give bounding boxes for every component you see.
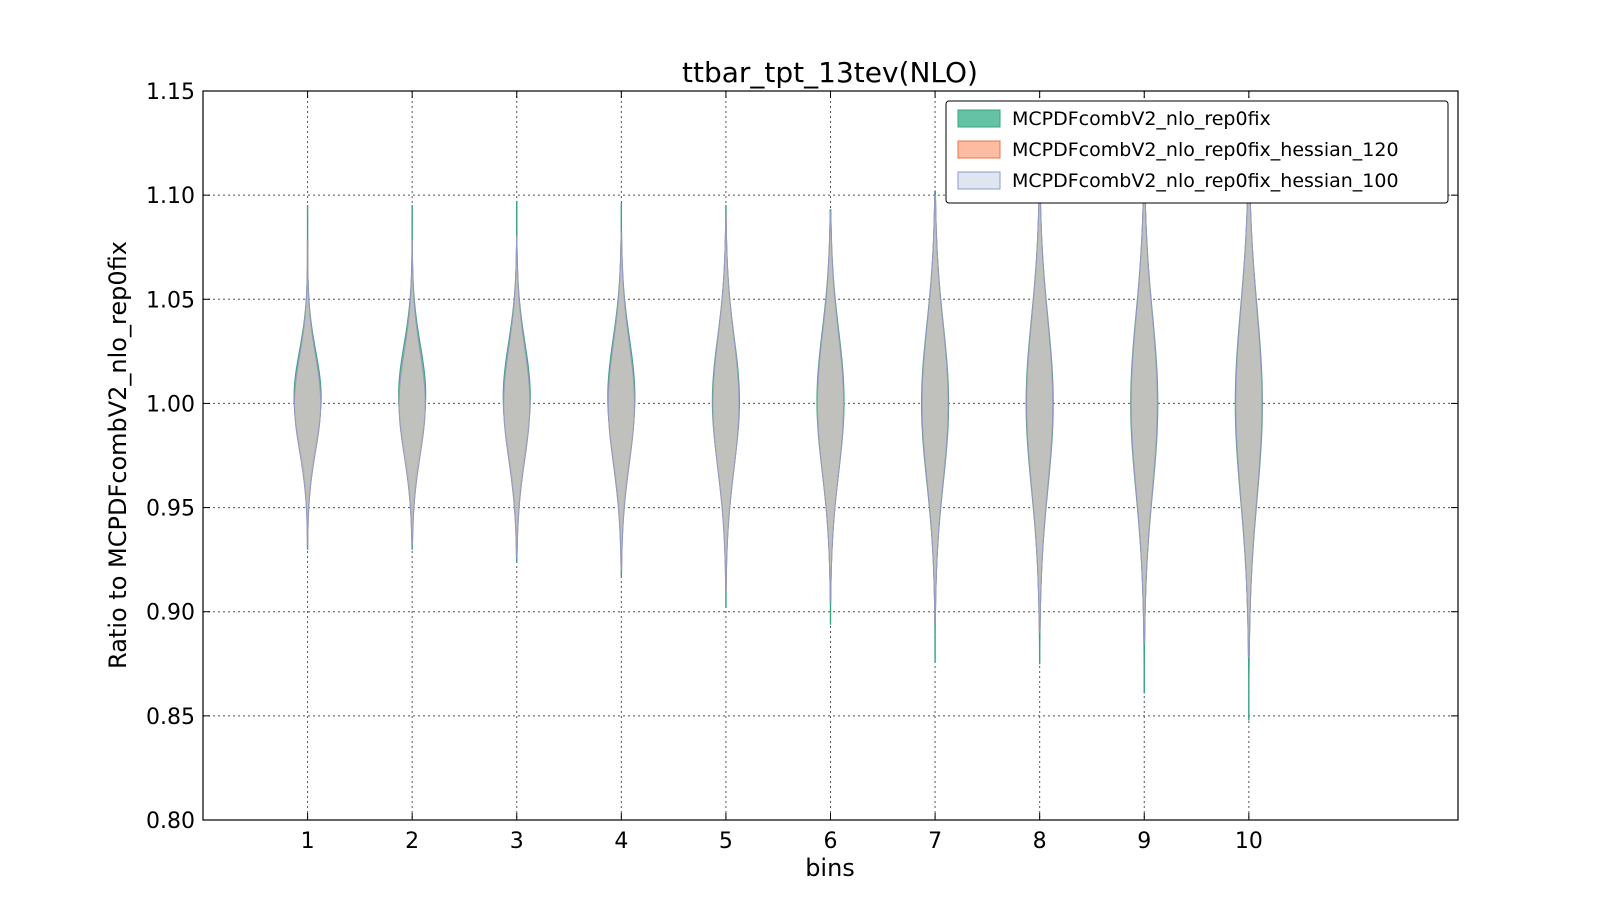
- violin-bin-1: [294, 240, 322, 546]
- x-tick-label: 10: [1235, 829, 1263, 854]
- violin-bin-4: [607, 232, 635, 571]
- legend-label: MCPDFcombV2_nlo_rep0fix_hessian_120: [1012, 139, 1399, 161]
- x-tick-label: 8: [1033, 829, 1047, 854]
- violin-bin-7: [921, 194, 949, 623]
- legend-frame: [945, 100, 1449, 204]
- x-tick-label: 4: [614, 829, 628, 854]
- violin-series-3: [294, 169, 1263, 659]
- y-axis-label: Ratio to MCPDFcombV2_nlo_rep0fix: [104, 241, 132, 669]
- y-tick-label: 1.15: [146, 80, 195, 105]
- x-tick-label: 7: [928, 829, 942, 854]
- legend-entries: MCPDFcombV2_nlo_rep0fix MCPDFcombV2_nlo_r…: [957, 108, 1399, 192]
- x-tick-label: 1: [301, 829, 315, 854]
- ticks: 0.80 0.85 0.90 0.95 1.00 1.05 1.10 1.15 1 2 3 4 5 6 7 8…: [146, 80, 1458, 854]
- legend-swatch: [957, 140, 1001, 159]
- y-tick-label: 0.85: [146, 705, 195, 730]
- x-tick-label: 6: [824, 829, 838, 854]
- violin-bin-5: [712, 215, 740, 592]
- y-tick-label: 0.80: [146, 809, 195, 834]
- legend-label: MCPDFcombV2_nlo_rep0fix_hessian_100: [1012, 170, 1399, 192]
- y-tick-label: 1.05: [146, 288, 195, 313]
- chart-title: ttbar_tpt_13tev(NLO): [682, 56, 978, 89]
- violin-bin-3: [503, 236, 531, 559]
- violin-bin-6: [816, 211, 845, 602]
- legend-swatch: [957, 109, 1001, 128]
- violin-bin-2: [398, 240, 426, 546]
- x-tick-label: 9: [1137, 829, 1151, 854]
- x-axis-label: bins: [805, 854, 855, 882]
- violins: [293, 165, 1263, 721]
- legend: MCPDFcombV2_nlo_rep0fix MCPDFcombV2_nlo_r…: [945, 100, 1449, 204]
- x-tick-label: 5: [719, 829, 733, 854]
- y-tick-label: 0.90: [146, 601, 195, 626]
- y-tick-label: 1.10: [146, 184, 195, 209]
- y-tick-label: 0.95: [146, 497, 195, 522]
- x-tick-label: 2: [405, 829, 419, 854]
- legend-swatch: [957, 171, 1001, 190]
- x-tick-label: 3: [510, 829, 524, 854]
- y-tick-label: 1.00: [146, 392, 195, 417]
- legend-label: MCPDFcombV2_nlo_rep0fix: [1012, 108, 1271, 130]
